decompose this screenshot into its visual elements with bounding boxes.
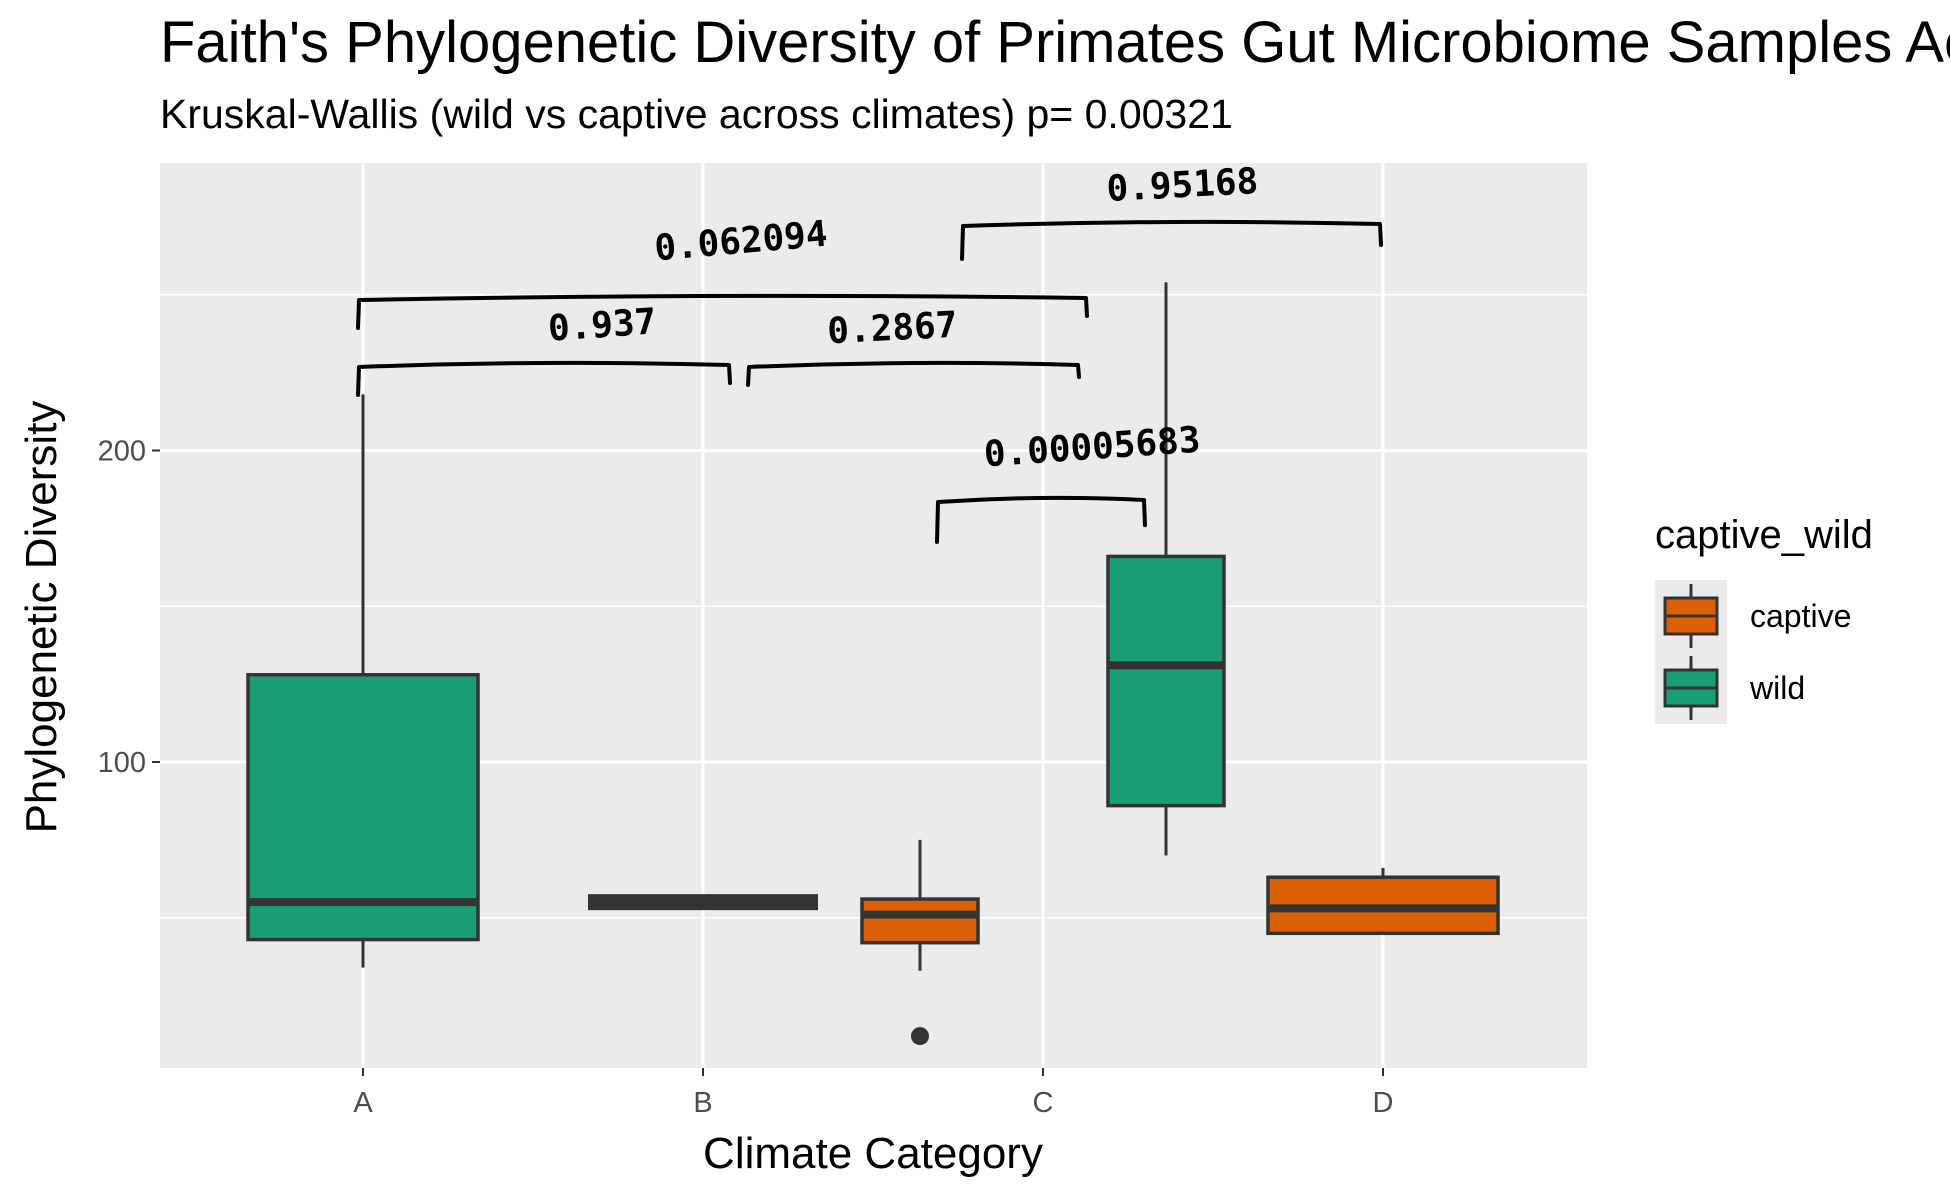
chart-marks: [246, 282, 1500, 1046]
x-axis-title: Climate Category: [703, 1129, 1043, 1178]
y-tick-label: 100: [98, 747, 146, 779]
bracket-line: [356, 293, 1089, 330]
legend: captive_wild captive wild: [1655, 513, 1873, 724]
p-value-label: 0.937: [547, 301, 658, 349]
legend-title: captive_wild: [1655, 513, 1873, 557]
significance-bracket: 0.95168: [960, 161, 1383, 261]
bracket-line: [356, 360, 732, 397]
x-tick-label: A: [353, 1087, 373, 1119]
significance-bracket: 0.2867: [746, 305, 1081, 387]
x-tick-label: C: [1033, 1087, 1054, 1119]
significance-bracket: 0.937: [356, 301, 732, 397]
plot-panel: 100 200 A B C D: [98, 163, 1587, 1119]
chart-subtitle: Kruskal-Wallis (wild vs captive across c…: [160, 91, 1233, 137]
boxplot-wild-A: [246, 394, 480, 968]
bracket-line: [960, 219, 1383, 261]
boxplot-captive-C: [860, 839, 980, 1046]
x-tick-label: B: [693, 1087, 712, 1119]
box-body: [1106, 554, 1226, 808]
boxplot-captive-D: [1266, 867, 1500, 936]
legend-label-wild: wild: [1749, 670, 1805, 706]
chart-title: Faith's Phylogenetic Diversity of Primat…: [160, 10, 1950, 75]
y-axis-title: Phylogenetic Diversity: [17, 401, 66, 834]
boxplot-wild-C: [1106, 282, 1226, 856]
p-value-label: 0.2867: [826, 305, 958, 353]
box-body: [860, 897, 980, 945]
bracket-line: [935, 495, 1147, 544]
legend-label-captive: captive: [1750, 598, 1851, 634]
box-body: [246, 673, 480, 942]
x-tick-label: D: [1373, 1087, 1394, 1119]
legend-key-wild: wild: [1655, 652, 1805, 724]
legend-key-captive: captive: [1655, 580, 1851, 652]
bracket-line: [746, 360, 1081, 387]
outlier-point: [911, 1027, 929, 1046]
p-value-label: 0.95168: [1106, 161, 1260, 210]
y-tick-label: 200: [98, 436, 146, 468]
